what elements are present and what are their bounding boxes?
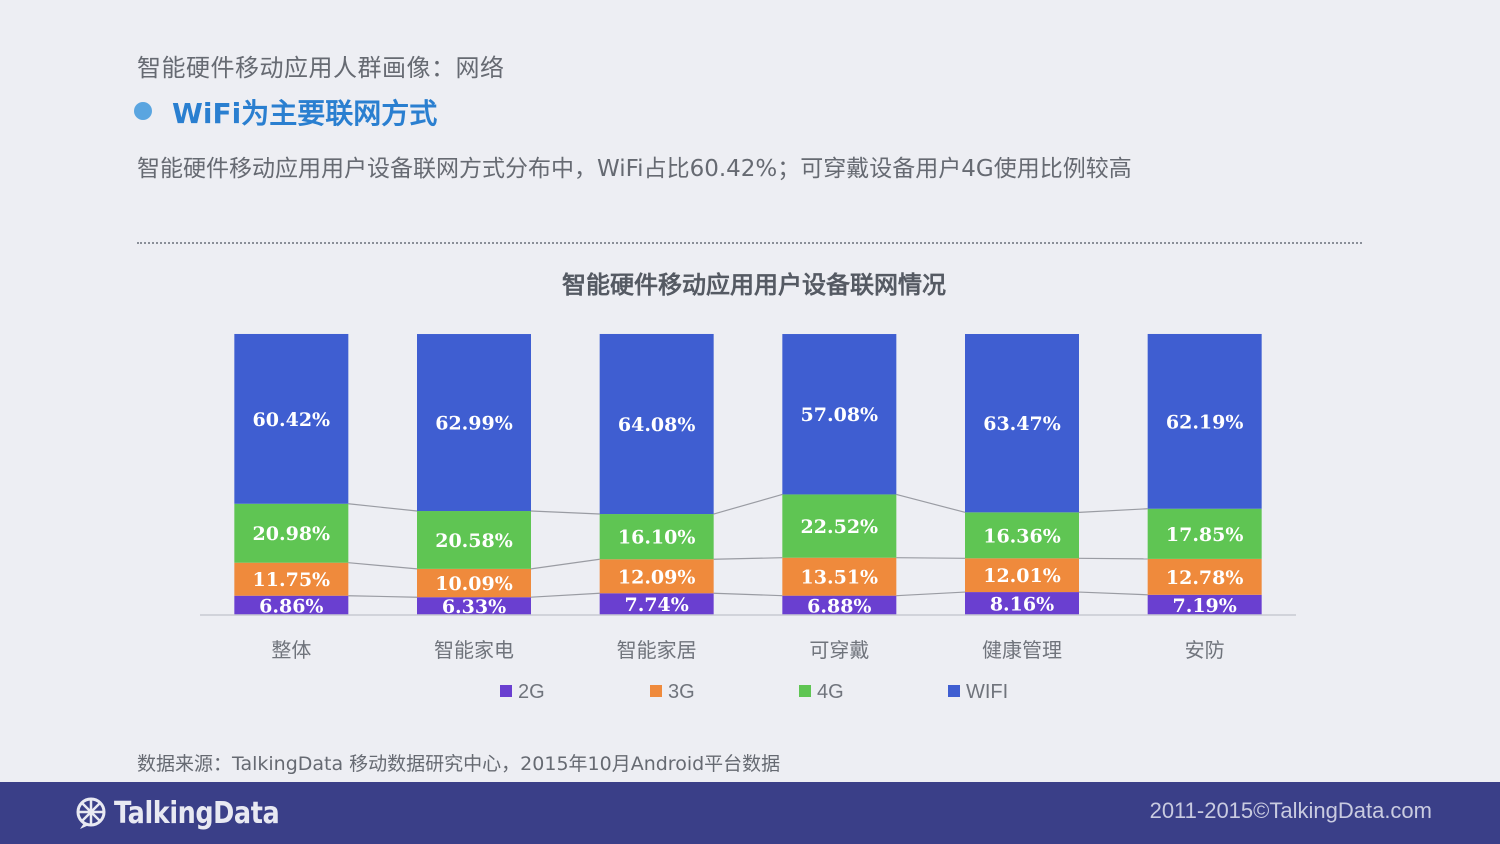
data-label: 16.10% bbox=[618, 527, 696, 549]
connector-line bbox=[713, 557, 783, 560]
summary-text: 智能硬件移动应用用户设备联网方式分布中，WiFi占比60.42%；可穿戴设备用户… bbox=[137, 156, 1132, 182]
connector-line bbox=[713, 493, 783, 515]
legend-swatch-4g bbox=[799, 685, 811, 697]
data-label: 12.78% bbox=[1166, 567, 1244, 589]
data-label: 10.09% bbox=[435, 573, 513, 595]
bar-segment-wifi bbox=[965, 334, 1079, 513]
chart-title: 智能硬件移动应用用户设备联网情况 bbox=[562, 271, 946, 299]
bar-segment-4g bbox=[417, 511, 531, 569]
data-label: 6.86% bbox=[259, 595, 323, 617]
bar-segment-2g bbox=[417, 597, 531, 615]
data-label: 17.85% bbox=[1166, 524, 1244, 546]
bar-segment-3g bbox=[417, 568, 531, 598]
legend-swatch-wifi bbox=[948, 685, 960, 697]
x-tick-label: 安防 bbox=[1185, 638, 1225, 662]
bar-segment-2g bbox=[1147, 594, 1262, 615]
section-heading: WiFi为主要联网方式 bbox=[172, 97, 438, 130]
connector-line bbox=[896, 557, 966, 559]
bar-segment-2g bbox=[599, 593, 714, 615]
data-label: 12.09% bbox=[618, 566, 696, 588]
connector-line bbox=[896, 591, 966, 597]
footer-bar: TalkingData 2011-2015©TalkingData.com bbox=[0, 782, 1500, 844]
data-label: 60.42% bbox=[253, 409, 331, 431]
data-label: 57.08% bbox=[801, 404, 879, 426]
x-tick-label: 整体 bbox=[271, 638, 311, 662]
legend-label-3g: 3G bbox=[668, 681, 695, 703]
stacked-bar-chart: 智能硬件移动应用用户设备联网情况 6.86% 11.75% 20.98% 60.42% 整… bbox=[200, 271, 1296, 703]
data-label: 63.47% bbox=[983, 413, 1061, 435]
bar-segment-2g bbox=[234, 595, 349, 615]
brand-logo: TalkingData bbox=[74, 795, 308, 831]
dotted-divider bbox=[137, 242, 1362, 244]
bullet-dot bbox=[134, 102, 152, 120]
bar-segment-wifi bbox=[599, 333, 714, 515]
data-label: 7.19% bbox=[1172, 595, 1236, 617]
bar-segment-3g bbox=[1147, 558, 1262, 595]
bar-segment-wifi bbox=[234, 333, 349, 504]
data-label: 64.08% bbox=[618, 414, 696, 436]
x-tick-label: 智能家居 bbox=[617, 638, 697, 662]
connector-line bbox=[530, 558, 600, 570]
data-label: 62.19% bbox=[1166, 411, 1244, 433]
connector-line bbox=[1078, 591, 1148, 596]
connector-line bbox=[348, 503, 418, 512]
data-source-note: 数据来源：TalkingData 移动数据研究中心，2015年10月Androi… bbox=[137, 753, 781, 775]
connector-line bbox=[713, 592, 783, 597]
legend-label-4g: 4G bbox=[817, 681, 844, 703]
bar-segment-4g bbox=[599, 514, 714, 560]
x-tick-label: 可穿戴 bbox=[809, 638, 869, 662]
data-label: 6.33% bbox=[442, 596, 506, 618]
connector-line bbox=[1078, 557, 1148, 560]
bar-segment-wifi bbox=[417, 334, 531, 512]
bar-segment-wifi bbox=[1147, 333, 1262, 509]
bar-segment-wifi bbox=[782, 334, 897, 495]
bar-segment-4g bbox=[1147, 508, 1262, 559]
data-label: 8.16% bbox=[990, 594, 1054, 616]
bar-segment-3g bbox=[782, 557, 897, 596]
connector-line bbox=[348, 595, 418, 598]
connector-line bbox=[530, 510, 600, 515]
bar-segment-3g bbox=[965, 558, 1079, 593]
data-label: 6.88% bbox=[807, 595, 871, 617]
logo-text: TalkingData bbox=[114, 795, 280, 831]
data-label: 20.98% bbox=[253, 523, 331, 545]
data-label: 16.36% bbox=[983, 525, 1061, 547]
x-tick-label: 智能家电 bbox=[434, 638, 514, 662]
bar-segment-4g bbox=[782, 494, 897, 558]
data-label: 12.01% bbox=[983, 565, 1061, 587]
connector-line bbox=[530, 592, 600, 598]
connector-line bbox=[1078, 508, 1148, 513]
data-label: 11.75% bbox=[253, 569, 331, 591]
bar-segment-3g bbox=[234, 562, 349, 596]
bar-segment-4g bbox=[965, 512, 1079, 559]
data-label: 7.74% bbox=[624, 594, 688, 616]
bar-segment-2g bbox=[965, 592, 1079, 615]
copyright-text: 2011-2015©TalkingData.com bbox=[1149, 798, 1432, 823]
talkingdata-logo-icon bbox=[76, 797, 106, 829]
page-title: 智能硬件移动应用人群画像：网络 bbox=[137, 54, 505, 82]
legend-swatch-3g bbox=[650, 685, 662, 697]
x-tick-label: 健康管理 bbox=[982, 638, 1062, 662]
bar-segment-2g bbox=[782, 595, 897, 615]
data-label: 22.52% bbox=[801, 516, 879, 538]
connector-line bbox=[348, 562, 418, 570]
bar-segment-3g bbox=[599, 559, 714, 594]
legend-label-2g: 2G bbox=[518, 681, 545, 703]
legend-swatch-2g bbox=[500, 685, 512, 697]
legend-label-wifi: WIFI bbox=[966, 681, 1008, 703]
connector-line bbox=[896, 493, 966, 513]
data-label: 62.99% bbox=[435, 413, 513, 435]
data-label: 20.58% bbox=[435, 530, 513, 552]
data-label: 13.51% bbox=[801, 567, 879, 589]
bar-segment-4g bbox=[234, 503, 349, 563]
